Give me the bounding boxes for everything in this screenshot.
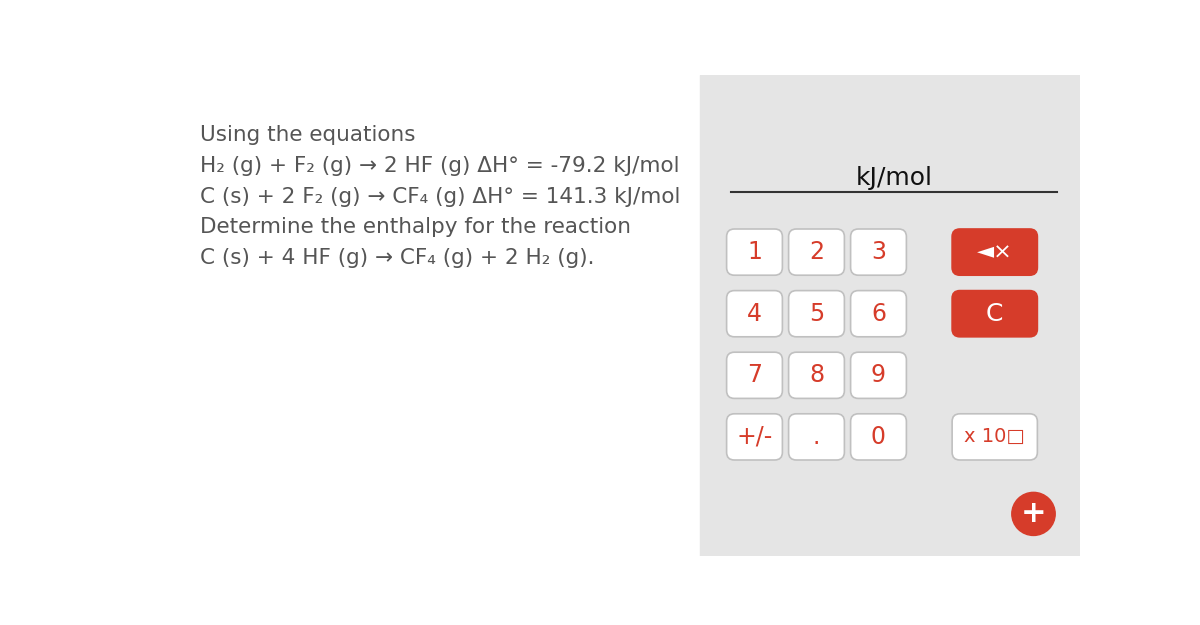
Text: 1: 1 <box>748 240 762 264</box>
Text: 5: 5 <box>809 302 824 326</box>
Text: C (s) + 2 F₂ (g) → CF₄ (g) ΔH° = 141.3 kJ/mol: C (s) + 2 F₂ (g) → CF₄ (g) ΔH° = 141.3 k… <box>200 187 680 207</box>
Text: 8: 8 <box>809 363 824 388</box>
FancyBboxPatch shape <box>788 414 845 460</box>
FancyBboxPatch shape <box>727 414 782 460</box>
Text: C: C <box>986 302 1003 326</box>
Text: .: . <box>812 425 820 449</box>
Text: 9: 9 <box>871 363 886 388</box>
Bar <box>150 75 701 556</box>
FancyBboxPatch shape <box>727 291 782 337</box>
Text: +: + <box>1021 499 1046 528</box>
Text: 2: 2 <box>809 240 824 264</box>
Text: 7: 7 <box>746 363 762 388</box>
Text: 6: 6 <box>871 302 886 326</box>
Text: 3: 3 <box>871 240 886 264</box>
FancyBboxPatch shape <box>851 229 906 275</box>
Text: H₂ (g) + F₂ (g) → 2 HF (g) ΔH° = -79.2 kJ/mol: H₂ (g) + F₂ (g) → 2 HF (g) ΔH° = -79.2 k… <box>200 156 680 176</box>
Text: ◄×: ◄× <box>977 242 1013 262</box>
FancyBboxPatch shape <box>952 291 1037 337</box>
FancyBboxPatch shape <box>952 414 1037 460</box>
Bar <box>701 75 1080 556</box>
FancyBboxPatch shape <box>851 414 906 460</box>
Text: Determine the enthalpy for the reaction: Determine the enthalpy for the reaction <box>200 217 631 238</box>
Text: kJ/mol: kJ/mol <box>856 166 932 191</box>
FancyBboxPatch shape <box>851 352 906 398</box>
FancyBboxPatch shape <box>851 291 906 337</box>
FancyBboxPatch shape <box>952 229 1037 275</box>
Circle shape <box>1012 492 1055 536</box>
Text: C (s) + 4 HF (g) → CF₄ (g) + 2 H₂ (g).: C (s) + 4 HF (g) → CF₄ (g) + 2 H₂ (g). <box>200 248 595 268</box>
FancyBboxPatch shape <box>727 352 782 398</box>
FancyBboxPatch shape <box>788 291 845 337</box>
Text: 0: 0 <box>871 425 886 449</box>
Text: +/-: +/- <box>737 425 773 449</box>
Text: Using the equations: Using the equations <box>200 125 416 145</box>
FancyBboxPatch shape <box>788 229 845 275</box>
FancyBboxPatch shape <box>727 229 782 275</box>
Text: 4: 4 <box>746 302 762 326</box>
FancyBboxPatch shape <box>788 352 845 398</box>
Text: x 10□: x 10□ <box>965 428 1025 446</box>
